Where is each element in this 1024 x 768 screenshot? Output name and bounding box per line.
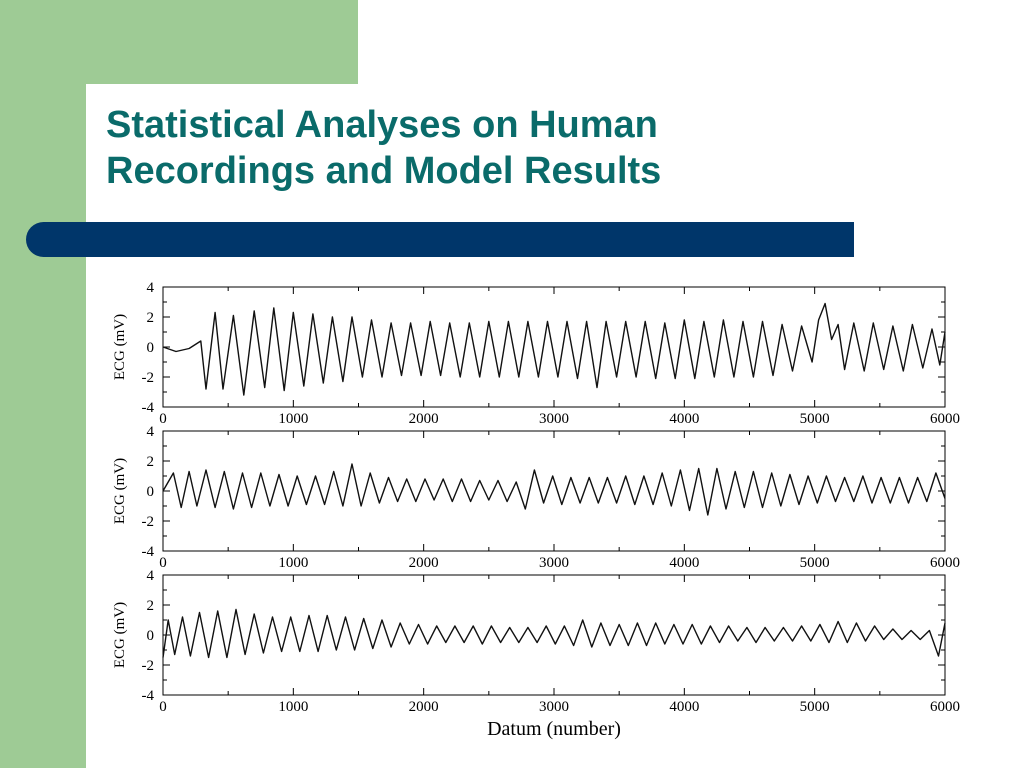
y-tick-label: -4: [142, 544, 155, 560]
y-tick-label: 2: [147, 454, 155, 470]
slide-title: Statistical Analyses on Human Recordings…: [106, 102, 661, 194]
x-tick-label: 1000: [278, 699, 308, 715]
x-tick-label: 3000: [539, 699, 569, 715]
x-tick-label: 6000: [930, 411, 960, 427]
title-underline-band: [26, 222, 854, 257]
y-tick-label: -4: [142, 688, 155, 704]
x-tick-label: 5000: [800, 555, 830, 571]
x-tick-label: 2000: [409, 411, 439, 427]
y-axis-label: ECG (mV): [112, 458, 128, 524]
x-tick-label: 2000: [409, 555, 439, 571]
x-tick-label: 6000: [930, 555, 960, 571]
y-tick-label: 0: [147, 484, 155, 500]
x-tick-label: 0: [159, 699, 167, 715]
title-line-1: Statistical Analyses on Human: [106, 104, 658, 146]
x-tick-label: 1000: [278, 555, 308, 571]
y-tick-label: 4: [147, 568, 155, 584]
x-tick-label: 3000: [539, 555, 569, 571]
ecg-series-bottom: [162, 608, 946, 659]
y-tick-label: 4: [147, 424, 155, 440]
ecg-series-top: [162, 302, 946, 396]
y-tick-label: 0: [147, 628, 155, 644]
y-tick-label: 2: [147, 598, 155, 614]
panel-bottom: 0 1000 2000 3000 4000 5000 6000 4 2 0 -2 -4 ECG (mV): [112, 568, 960, 715]
title-line-2: Recordings and Model Results: [106, 150, 662, 192]
sidebar-decoration: [0, 0, 86, 768]
y-tick-label: -2: [142, 514, 155, 530]
y-tick-label: 0: [147, 340, 155, 356]
y-tick-label: 2: [147, 310, 155, 326]
y-tick-label: -2: [142, 370, 155, 386]
y-tick-label: 4: [147, 280, 155, 296]
y-tick-label: -4: [142, 400, 155, 416]
x-axis-label: Datum (number): [487, 718, 621, 740]
y-tick-label: -2: [142, 658, 155, 674]
x-tick-label: 4000: [669, 699, 699, 715]
plot-frame: [162, 286, 946, 408]
x-tick-label: 4000: [669, 555, 699, 571]
x-tick-label: 5000: [800, 699, 830, 715]
ecg-series-middle: [162, 463, 946, 516]
x-tick-label: 4000: [669, 411, 699, 427]
panel-top: 0 1000 2000 3000 4000 5000 6000 4 2 0 -2 -4 ECG (mV): [112, 280, 960, 427]
plot-frame: [162, 574, 946, 696]
x-tick-label: 3000: [539, 411, 569, 427]
plot-frame: [162, 430, 946, 552]
x-tick-label: 0: [159, 411, 167, 427]
x-tick-label: 6000: [930, 699, 960, 715]
x-tick-label: 0: [159, 555, 167, 571]
panel-middle: 0 1000 2000 3000 4000 5000 6000 4 2 0 -2 -4 ECG (mV): [112, 424, 960, 571]
x-tick-label: 5000: [800, 411, 830, 427]
y-axis-label: ECG (mV): [112, 602, 128, 668]
header-decoration: [0, 0, 358, 84]
x-tick-label: 2000: [409, 699, 439, 715]
x-tick-label: 1000: [278, 411, 308, 427]
y-axis-label: ECG (mV): [112, 314, 128, 380]
